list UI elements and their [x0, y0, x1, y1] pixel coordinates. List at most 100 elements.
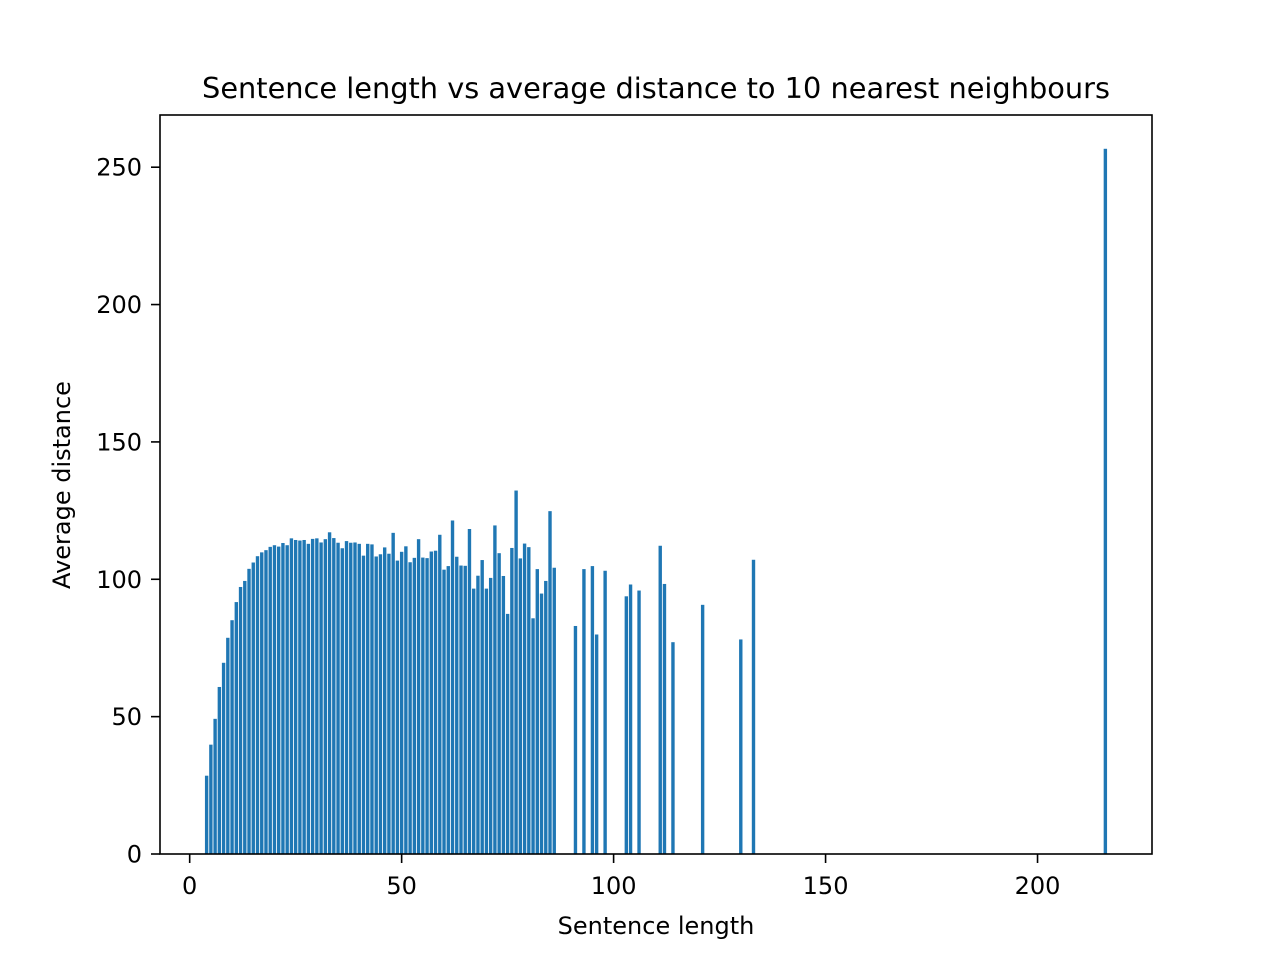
- bar: [285, 545, 289, 854]
- bar: [251, 562, 255, 854]
- bar: [425, 558, 429, 854]
- bar: [514, 490, 518, 854]
- bar: [739, 639, 743, 854]
- bar: [472, 588, 476, 854]
- bar: [637, 590, 641, 854]
- bar: [370, 544, 374, 854]
- bar: [399, 551, 404, 854]
- bar: [497, 553, 501, 854]
- bar: [340, 548, 344, 854]
- bar: [217, 686, 222, 854]
- bar: [552, 567, 556, 854]
- chart-title: Sentence length vs average distance to 1…: [202, 71, 1110, 105]
- bar: [310, 538, 315, 854]
- bar: [531, 618, 535, 854]
- bar: [484, 588, 489, 854]
- x-tick-label: 200: [1015, 872, 1061, 900]
- bar: [306, 543, 311, 854]
- bar: [323, 539, 328, 854]
- bar: [234, 602, 238, 854]
- bar: [416, 539, 421, 854]
- y-tick-label: 50: [111, 703, 142, 731]
- bar: [281, 543, 285, 854]
- x-tick-label: 0: [182, 872, 197, 900]
- bar: [480, 560, 484, 854]
- bar: [590, 566, 595, 854]
- bar: [433, 550, 438, 854]
- bar: [522, 543, 527, 854]
- bar: [387, 553, 391, 854]
- x-tick-label: 100: [591, 872, 637, 900]
- bar: [204, 775, 209, 854]
- bar: [421, 557, 425, 854]
- bar: [378, 554, 383, 854]
- bar: [455, 556, 459, 854]
- bar: [243, 580, 247, 854]
- bar: [624, 596, 629, 854]
- bar: [302, 539, 306, 854]
- x-tick-label: 150: [803, 872, 849, 900]
- y-tick-label: 0: [127, 841, 142, 869]
- bar: [395, 560, 400, 854]
- bar: [501, 575, 506, 854]
- bar: [476, 575, 480, 854]
- x-tick-label: 50: [386, 872, 417, 900]
- ticks-group: 0 50 100 150 200 0 50 100 150 200 250: [96, 154, 1060, 900]
- bar: [221, 662, 226, 854]
- bar: [671, 642, 675, 854]
- bar: [658, 545, 662, 854]
- y-tick-label: 150: [96, 428, 142, 456]
- bar: [319, 542, 323, 854]
- bar: [353, 542, 357, 854]
- bar: [408, 562, 412, 854]
- bar: [374, 556, 378, 854]
- bar: [213, 718, 217, 854]
- bar: [382, 547, 387, 854]
- bar: [264, 550, 268, 854]
- bar: [493, 525, 497, 854]
- bar: [315, 538, 319, 854]
- bar: [268, 546, 272, 854]
- bar: [459, 565, 463, 854]
- bar: [450, 520, 455, 854]
- y-tick-label: 100: [96, 566, 142, 594]
- bar: [404, 546, 408, 854]
- bar: [505, 613, 510, 854]
- bar: [209, 744, 213, 854]
- y-tick-label: 250: [96, 154, 142, 182]
- bar: [467, 529, 472, 854]
- bar: [488, 577, 493, 854]
- bar: [1103, 148, 1108, 855]
- bar: [510, 547, 514, 854]
- bar: [327, 532, 332, 854]
- bar: [344, 541, 349, 854]
- bar: [539, 593, 544, 854]
- x-axis-title: Sentence length: [558, 912, 755, 940]
- bar: [628, 584, 633, 854]
- bar: [349, 542, 353, 854]
- bars-group: [204, 148, 1108, 855]
- bar: [230, 620, 234, 854]
- bar: [548, 511, 552, 854]
- y-tick-label: 200: [96, 291, 142, 319]
- plot-frame: [159, 114, 1153, 855]
- bar: [247, 568, 251, 854]
- bar: [700, 604, 705, 854]
- bar: [226, 637, 230, 854]
- bar: [594, 634, 599, 854]
- bar: [332, 538, 336, 854]
- bar: [277, 546, 281, 854]
- bar: [544, 580, 548, 854]
- bar: [438, 534, 442, 854]
- bar: [751, 559, 756, 854]
- bar: [255, 556, 260, 854]
- bar: [391, 532, 395, 854]
- bar: [412, 557, 417, 854]
- bar: [463, 565, 467, 854]
- bar: [582, 569, 586, 854]
- bar: [357, 543, 361, 854]
- bar: [518, 558, 523, 854]
- bar: [238, 586, 243, 854]
- bar: [336, 542, 340, 854]
